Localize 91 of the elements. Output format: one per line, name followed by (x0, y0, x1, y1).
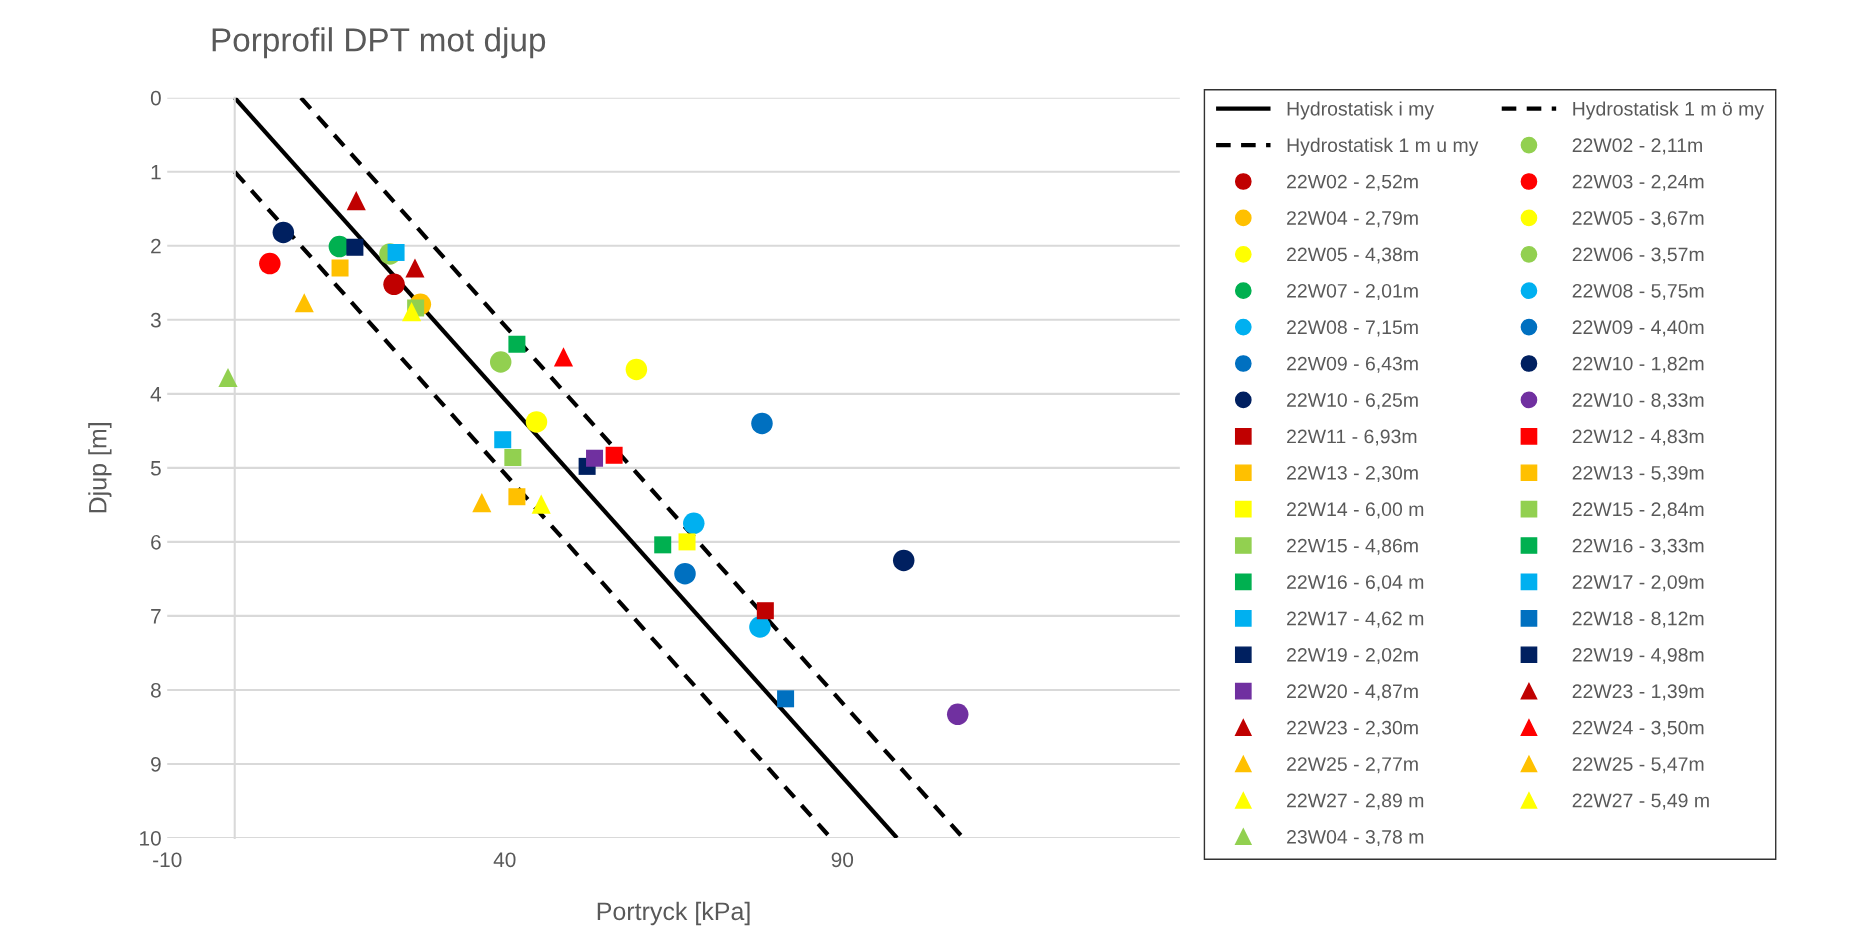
legend-label: 22W12 - 4,83m (1572, 429, 1704, 446)
legend-label: 22W27 - 2,89 m (1287, 793, 1424, 810)
point (218, 367, 238, 388)
point (777, 690, 795, 708)
legend-label: 22W08 - 7,15m (1287, 320, 1418, 337)
point (259, 252, 281, 275)
point (678, 533, 696, 551)
y-tick-label: 1 (151, 164, 161, 180)
legend-label: 22W15 - 4,86m (1287, 538, 1418, 555)
legend-label: 22W24 - 3,50m (1572, 720, 1704, 737)
legend-label: 22W06 - 3,57m (1572, 247, 1704, 264)
legend-label: 22W19 - 2,02m (1287, 647, 1418, 665)
legend-label: 22W07 - 2,01m (1287, 283, 1418, 300)
x-axis-title: Portryck [kPa] (597, 901, 750, 926)
legend-label: 22W17 - 4,62 m (1287, 611, 1424, 628)
point (654, 536, 672, 554)
legend-label: 22W16 - 6,04 m (1287, 575, 1424, 592)
legend-label: 22W25 - 5,47m (1572, 757, 1704, 774)
y-tick-label: 9 (151, 756, 161, 772)
point (553, 347, 574, 367)
y-tick-label: 4 (150, 387, 162, 402)
legend-label: 22W18 - 8,12m (1572, 611, 1704, 628)
point (525, 411, 548, 433)
legend-label: Hydrostatisk 1 m ö my (1573, 101, 1765, 120)
chart-title: Porprofil DPT mot djup (212, 27, 546, 59)
legend-label: 22W02 - 2,11m (1572, 138, 1702, 155)
x-tick-label: 90 (831, 852, 854, 868)
point (387, 243, 405, 261)
legend-label: 22W17 - 2,09m (1572, 575, 1704, 592)
point (586, 449, 604, 467)
y-tick-label: 2 (151, 238, 161, 254)
legend-label: 22W15 - 2,84m (1572, 502, 1704, 519)
legend-label: 22W09 - 6,43m (1287, 356, 1418, 373)
x-tick-label: -10 (153, 852, 182, 868)
legend-label: 22W04 - 2,79m (1287, 211, 1418, 228)
point (472, 493, 492, 513)
legend-label: 22W09 - 4,40m (1572, 320, 1704, 337)
point (405, 258, 425, 278)
y-tick-label: 7 (151, 609, 161, 624)
point (346, 238, 364, 256)
point (508, 488, 526, 506)
y-tick-label: 8 (150, 682, 161, 698)
point (402, 302, 422, 322)
y-axis-title: Djup [m] (88, 423, 112, 513)
point (504, 448, 522, 466)
legend-label: 22W27 - 5,49 m (1572, 793, 1709, 810)
point (625, 358, 648, 381)
point (605, 446, 623, 464)
legend-label: 22W13 - 5,39m (1572, 465, 1704, 483)
y-tick-label: 5 (150, 461, 161, 476)
point (531, 494, 551, 514)
point (331, 259, 349, 277)
legend-label: 22W14 - 6,00 m (1287, 502, 1424, 519)
point (508, 335, 526, 353)
legend-label: 22W05 - 3,67m (1572, 211, 1704, 228)
legend-label: 22W05 - 4,38m (1287, 247, 1418, 264)
y-tick-label: 6 (151, 534, 161, 550)
point (683, 512, 705, 535)
legend-label: 22W10 - 1,82m (1572, 356, 1704, 373)
legend-label: 22W03 - 2,24m (1572, 174, 1704, 191)
point (494, 431, 512, 449)
point (892, 549, 915, 572)
legend-label: 22W20 - 4,87m (1287, 684, 1418, 701)
legend-label: Hydrostatisk 1 m u my (1287, 137, 1479, 156)
point (674, 562, 696, 585)
point (346, 191, 366, 211)
legend-label: 22W11 - 6,93m (1287, 429, 1417, 446)
x-tick-label: 40 (493, 852, 516, 868)
legend-label: 22W10 - 8,33m (1572, 393, 1704, 410)
point (946, 703, 969, 726)
y-tick-label: 10 (140, 830, 161, 846)
legend-label: 22W19 - 4,98m (1572, 647, 1704, 665)
legend-label: 23W04 - 3,78 m (1287, 829, 1424, 847)
y-tick-label: 3 (150, 312, 161, 328)
legend-label: 22W23 - 1,39m (1572, 684, 1704, 701)
legend-label: 22W08 - 5,75m (1572, 283, 1704, 300)
point (383, 273, 405, 296)
legend-label: 22W16 - 3,33m (1572, 538, 1704, 555)
legend-label: 22W02 - 2,52m (1287, 174, 1418, 191)
point (756, 602, 774, 620)
point (294, 293, 314, 313)
point (272, 221, 295, 244)
legend-label: 22W13 - 2,30m (1287, 465, 1418, 483)
legend-label: 22W25 - 2,77m (1287, 757, 1418, 774)
legend-label: Hydrostatisk i my (1287, 101, 1435, 120)
point (751, 412, 773, 435)
point (489, 351, 512, 373)
legend-label: 22W10 - 6,25m (1287, 393, 1418, 410)
y-tick-label: 0 (150, 90, 161, 106)
point (749, 616, 771, 638)
legend-label: 22W23 - 2,30m (1287, 720, 1418, 737)
